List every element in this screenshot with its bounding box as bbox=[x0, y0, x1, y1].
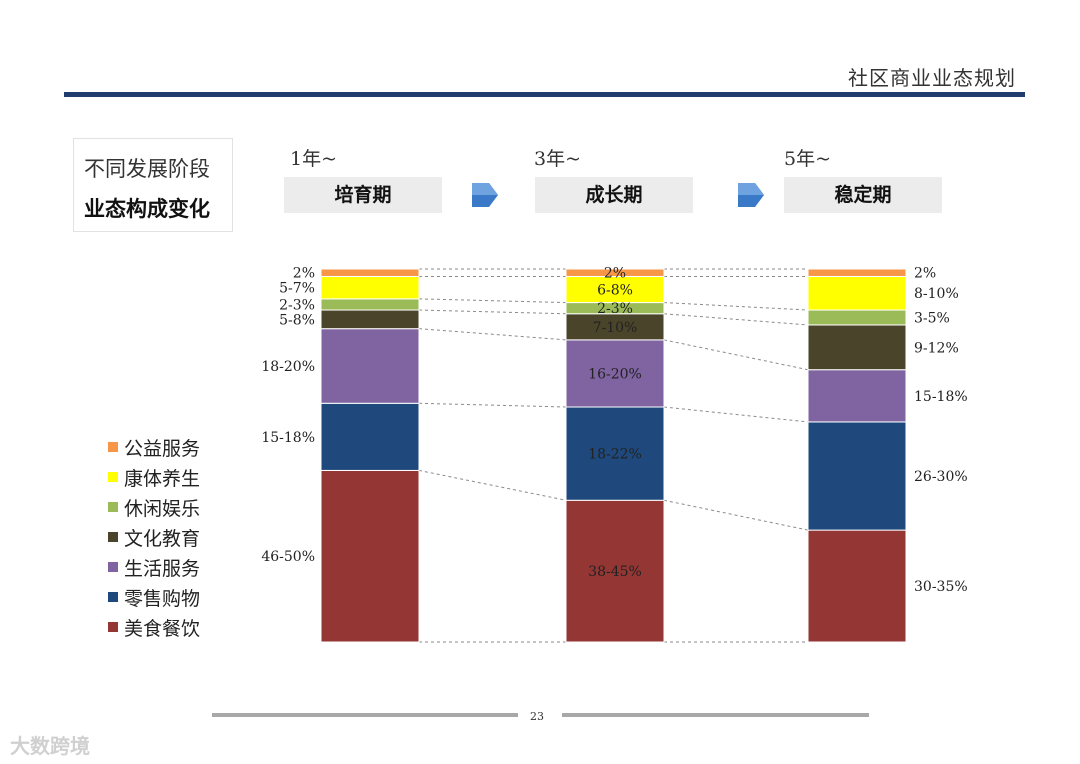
phase-label-growth: 成长期 bbox=[535, 177, 693, 213]
legend-label: 休闲娱乐 bbox=[124, 497, 201, 520]
legend-item: 休闲娱乐 bbox=[108, 492, 200, 522]
bar-segment bbox=[565, 275, 665, 304]
connector-line bbox=[418, 298, 567, 304]
connector-line bbox=[663, 302, 809, 311]
bar-segment bbox=[320, 402, 420, 471]
bar-segment bbox=[807, 275, 907, 311]
bar-segment bbox=[320, 309, 420, 330]
data-label: 2-3% bbox=[279, 297, 315, 313]
data-label: 2-3% bbox=[597, 301, 633, 317]
legend-item: 零售购物 bbox=[108, 582, 200, 612]
legend-item: 文化教育 bbox=[108, 522, 200, 552]
page-number: 23 bbox=[530, 710, 544, 723]
connector-line bbox=[418, 469, 567, 501]
data-label: 2% bbox=[293, 266, 315, 282]
legend-label: 零售购物 bbox=[124, 587, 201, 610]
data-label: 8-10% bbox=[914, 286, 959, 302]
legend-item: 生活服务 bbox=[108, 552, 200, 582]
footer-rule-left bbox=[212, 713, 518, 717]
legend-swatch bbox=[108, 532, 118, 542]
phase-year-3: 5年~ bbox=[784, 148, 832, 170]
connector-line bbox=[663, 313, 809, 326]
connector-lines bbox=[418, 268, 809, 643]
legend-item: 公益服务 bbox=[108, 432, 200, 462]
data-label: 26-30% bbox=[914, 469, 968, 485]
bar-segment bbox=[807, 268, 907, 277]
bar-segment bbox=[320, 268, 420, 277]
connector-line bbox=[663, 406, 809, 423]
legend-swatch bbox=[108, 442, 118, 452]
data-label: 18-20% bbox=[261, 359, 315, 375]
bar-segment bbox=[565, 406, 665, 501]
watermark-logo: 大数跨境 bbox=[10, 730, 90, 759]
legend-label: 公益服务 bbox=[124, 437, 201, 460]
connector-line bbox=[663, 339, 809, 371]
data-label: 15-18% bbox=[914, 389, 968, 405]
bar-segment bbox=[807, 421, 907, 531]
legend-label: 文化教育 bbox=[124, 527, 201, 550]
connector-line bbox=[418, 309, 567, 315]
phase-label-incubation: 培育期 bbox=[284, 177, 442, 213]
legend-label: 康体养生 bbox=[124, 467, 201, 490]
data-label: 46-50% bbox=[261, 549, 315, 565]
chevron-right-icon bbox=[738, 183, 764, 207]
data-label: 6-8% bbox=[597, 283, 633, 299]
bar-segment bbox=[320, 328, 420, 404]
legend-swatch bbox=[108, 622, 118, 632]
data-label: 9-12% bbox=[914, 340, 959, 356]
bar-segment bbox=[565, 268, 665, 277]
bar-segment bbox=[565, 499, 665, 643]
chevron-right-icon bbox=[472, 183, 498, 207]
legend-swatch bbox=[108, 562, 118, 572]
connector-line bbox=[418, 402, 567, 408]
data-label: 2% bbox=[604, 266, 626, 282]
legend-item: 美食餐饮 bbox=[108, 612, 200, 642]
bar-segment bbox=[320, 275, 420, 300]
data-label: 5-8% bbox=[279, 312, 315, 328]
data-label: 7-10% bbox=[593, 320, 638, 336]
bars bbox=[320, 268, 907, 643]
data-label: 16-20% bbox=[588, 366, 642, 382]
data-label: 15-18% bbox=[261, 430, 315, 446]
legend-swatch bbox=[108, 592, 118, 602]
stage-caption-line2: 业态构成变化 bbox=[84, 197, 210, 221]
connector-line bbox=[418, 328, 567, 341]
chart-legend: 公益服务康体养生休闲娱乐文化教育生活服务零售购物美食餐饮 bbox=[108, 432, 200, 642]
bar-segment bbox=[807, 324, 907, 371]
legend-item: 康体养生 bbox=[108, 462, 200, 492]
bar-segment bbox=[320, 469, 420, 643]
bar-segment bbox=[807, 369, 907, 423]
data-label: 18-22% bbox=[588, 447, 642, 463]
data-label: 3-5% bbox=[914, 310, 950, 326]
stage-caption-box: 不同发展阶段 业态构成变化 bbox=[73, 138, 233, 232]
data-label: 5-7% bbox=[279, 281, 315, 297]
legend-label: 美食餐饮 bbox=[124, 617, 201, 640]
connector-line bbox=[663, 499, 809, 531]
data-labels: 46-50%15-18%18-20%5-8%2-3%5-7%2%38-45%18… bbox=[261, 266, 967, 595]
bar-segment bbox=[320, 298, 420, 311]
data-label: 38-45% bbox=[588, 564, 642, 580]
header-title: 社区商业业态规划 bbox=[848, 66, 1016, 90]
legend-label: 生活服务 bbox=[124, 557, 201, 580]
data-label: 30-35% bbox=[914, 579, 968, 595]
watermark-text: 大数跨境 bbox=[10, 734, 90, 758]
bar-segment bbox=[565, 339, 665, 408]
data-label: 2% bbox=[914, 266, 936, 282]
bar-segment bbox=[807, 529, 907, 643]
header-rule bbox=[64, 92, 1025, 97]
footer-rule-right bbox=[562, 713, 869, 717]
legend-swatch bbox=[108, 472, 118, 482]
bar-segment bbox=[807, 309, 907, 326]
legend-swatch bbox=[108, 502, 118, 512]
phase-year-2: 3年~ bbox=[534, 148, 582, 170]
phase-label-stable: 稳定期 bbox=[784, 177, 942, 213]
stage-caption-line1: 不同发展阶段 bbox=[84, 157, 210, 181]
phase-year-1: 1年~ bbox=[290, 148, 338, 170]
